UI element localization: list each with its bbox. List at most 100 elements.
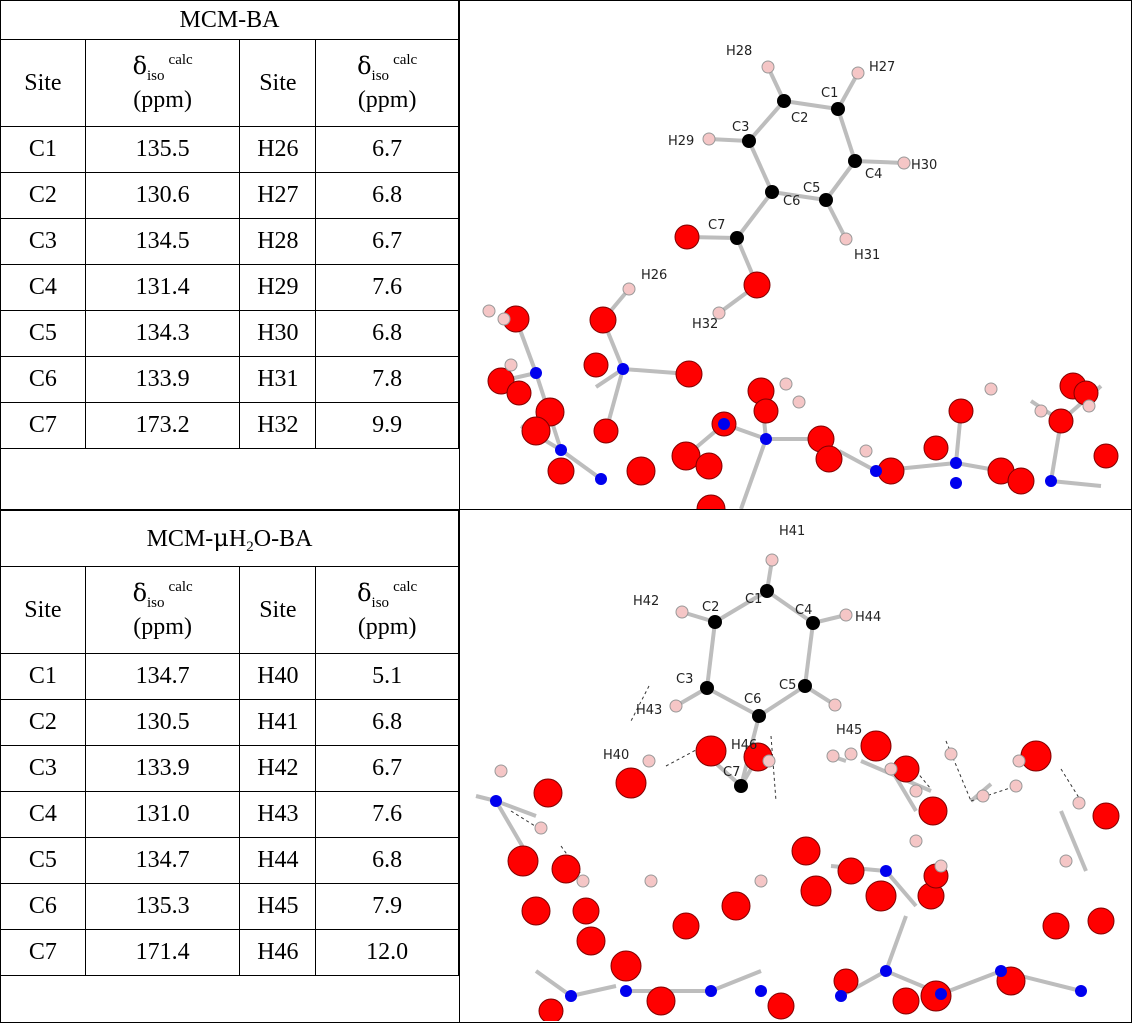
cell-c-site: C1 bbox=[0, 653, 86, 700]
header-delta: δisocalc (ppm) bbox=[315, 39, 459, 127]
cell-c-shift: 131.4 bbox=[84, 264, 241, 311]
cell-c-shift: 134.3 bbox=[84, 310, 241, 357]
header-site: Site bbox=[239, 39, 317, 127]
cell-c-site: C6 bbox=[0, 356, 86, 403]
table-row: C1 134.7 H40 5.1 bbox=[0, 653, 459, 700]
cell-h-shift: 6.7 bbox=[315, 745, 459, 792]
structure-mcm-uh2o-ba: H41 H42 C2 C1 C4 H44 C3 C6 C5 H43 H45 C7… bbox=[461, 511, 1131, 1026]
cell-h-shift: 6.8 bbox=[315, 310, 459, 357]
header-site: Site bbox=[0, 566, 86, 654]
cell-h-shift: 6.7 bbox=[315, 126, 459, 173]
cell-c-site: C7 bbox=[0, 929, 86, 976]
cell-h-site: H32 bbox=[239, 402, 317, 449]
cell-h-site: H26 bbox=[239, 126, 317, 173]
table-row: C4 131.0 H43 7.6 bbox=[0, 791, 459, 838]
label-h46: H46 bbox=[731, 738, 757, 753]
cell-h-site: H46 bbox=[239, 929, 317, 976]
cell-c-shift: 130.5 bbox=[84, 699, 241, 746]
table-mcm-ba: MCM-BA Site δisocalc (ppm) Site δisocalc… bbox=[0, 0, 459, 449]
label-c1: C1 bbox=[745, 592, 762, 607]
table-row: C2 130.6 H27 6.8 bbox=[0, 172, 459, 219]
label-h45: H45 bbox=[836, 723, 862, 738]
label-h41: H41 bbox=[779, 524, 805, 539]
cell-c-site: C1 bbox=[0, 126, 86, 173]
header-delta: δisocalc (ppm) bbox=[84, 39, 241, 127]
label-c6: C6 bbox=[783, 194, 800, 209]
label-c7: C7 bbox=[708, 218, 725, 233]
label-c2: C2 bbox=[791, 111, 808, 126]
panel-divider-vertical bbox=[459, 0, 460, 1023]
cell-c-site: C7 bbox=[0, 402, 86, 449]
label-c3: C3 bbox=[732, 120, 749, 135]
cell-c-site: C4 bbox=[0, 791, 86, 838]
table-row: C3 133.9 H42 6.7 bbox=[0, 745, 459, 792]
cell-h-site: H44 bbox=[239, 837, 317, 884]
table-row: C5 134.7 H44 6.8 bbox=[0, 837, 459, 884]
header-delta: δisocalc (ppm) bbox=[315, 566, 459, 654]
label-c4: C4 bbox=[865, 167, 882, 182]
cell-h-site: H41 bbox=[239, 699, 317, 746]
cell-h-site: H31 bbox=[239, 356, 317, 403]
table-title: MCM-BA bbox=[0, 0, 459, 40]
cell-c-site: C4 bbox=[0, 264, 86, 311]
cell-h-site: H42 bbox=[239, 745, 317, 792]
cell-h-shift: 6.8 bbox=[315, 837, 459, 884]
cell-h-shift: 7.6 bbox=[315, 264, 459, 311]
table-row: C3 134.5 H28 6.7 bbox=[0, 218, 459, 265]
table-title: MCM-μH2O-BA bbox=[0, 510, 459, 567]
label-h40: H40 bbox=[603, 748, 629, 763]
cell-c-site: C3 bbox=[0, 745, 86, 792]
label-h30: H30 bbox=[911, 158, 937, 173]
label-h32: H32 bbox=[692, 317, 718, 332]
header-site: Site bbox=[0, 39, 86, 127]
cell-h-shift: 5.1 bbox=[315, 653, 459, 700]
cell-h-site: H29 bbox=[239, 264, 317, 311]
header-site: Site bbox=[239, 566, 317, 654]
table-row: C7 173.2 H32 9.9 bbox=[0, 402, 459, 449]
table-header-row: Site δisocalc (ppm) Site δisocalc (ppm) bbox=[0, 39, 459, 127]
cell-c-shift: 131.0 bbox=[84, 791, 241, 838]
label-h28: H28 bbox=[726, 44, 752, 59]
cell-h-site: H43 bbox=[239, 791, 317, 838]
cell-c-shift: 134.7 bbox=[84, 653, 241, 700]
label-c2: C2 bbox=[702, 600, 719, 615]
cell-c-site: C2 bbox=[0, 699, 86, 746]
cell-c-shift: 133.9 bbox=[84, 745, 241, 792]
table-row: C5 134.3 H30 6.8 bbox=[0, 310, 459, 357]
label-c6: C6 bbox=[744, 692, 761, 707]
cell-c-site: C6 bbox=[0, 883, 86, 930]
structure-mcm-ba: H28 H27 C1 C2 C3 H29 C4 H30 C5 C6 C7 H31… bbox=[461, 1, 1131, 524]
cell-c-shift: 173.2 bbox=[84, 402, 241, 449]
cell-h-shift: 7.6 bbox=[315, 791, 459, 838]
cell-h-shift: 6.8 bbox=[315, 172, 459, 219]
label-c5: C5 bbox=[803, 181, 820, 196]
cell-c-site: C3 bbox=[0, 218, 86, 265]
label-h43: H43 bbox=[636, 703, 662, 718]
cell-h-site: H40 bbox=[239, 653, 317, 700]
table-mcm-uh2o-ba: MCM-μH2O-BA Site δisocalc (ppm) Site δis… bbox=[0, 510, 459, 976]
cell-c-site: C5 bbox=[0, 837, 86, 884]
cell-h-shift: 9.9 bbox=[315, 402, 459, 449]
cell-c-site: C5 bbox=[0, 310, 86, 357]
label-h27: H27 bbox=[869, 60, 895, 75]
cell-c-shift: 130.6 bbox=[84, 172, 241, 219]
label-h44: H44 bbox=[855, 610, 881, 625]
label-c3: C3 bbox=[676, 672, 693, 687]
table-row: C4 131.4 H29 7.6 bbox=[0, 264, 459, 311]
cell-h-shift: 6.7 bbox=[315, 218, 459, 265]
cell-h-site: H27 bbox=[239, 172, 317, 219]
table-header-row: Site δisocalc (ppm) Site δisocalc (ppm) bbox=[0, 566, 459, 654]
cell-c-shift: 171.4 bbox=[84, 929, 241, 976]
cell-c-shift: 133.9 bbox=[84, 356, 241, 403]
cell-h-site: H28 bbox=[239, 218, 317, 265]
cell-c-shift: 134.7 bbox=[84, 837, 241, 884]
label-h26: H26 bbox=[641, 268, 667, 283]
table-row: C2 130.5 H41 6.8 bbox=[0, 699, 459, 746]
label-h42: H42 bbox=[633, 594, 659, 609]
table-row: C6 135.3 H45 7.9 bbox=[0, 883, 459, 930]
cell-h-shift: 6.8 bbox=[315, 699, 459, 746]
cell-c-shift: 135.5 bbox=[84, 126, 241, 173]
panel-divider-horizontal bbox=[0, 509, 1132, 510]
label-h31: H31 bbox=[854, 248, 880, 263]
table-row: C6 133.9 H31 7.8 bbox=[0, 356, 459, 403]
